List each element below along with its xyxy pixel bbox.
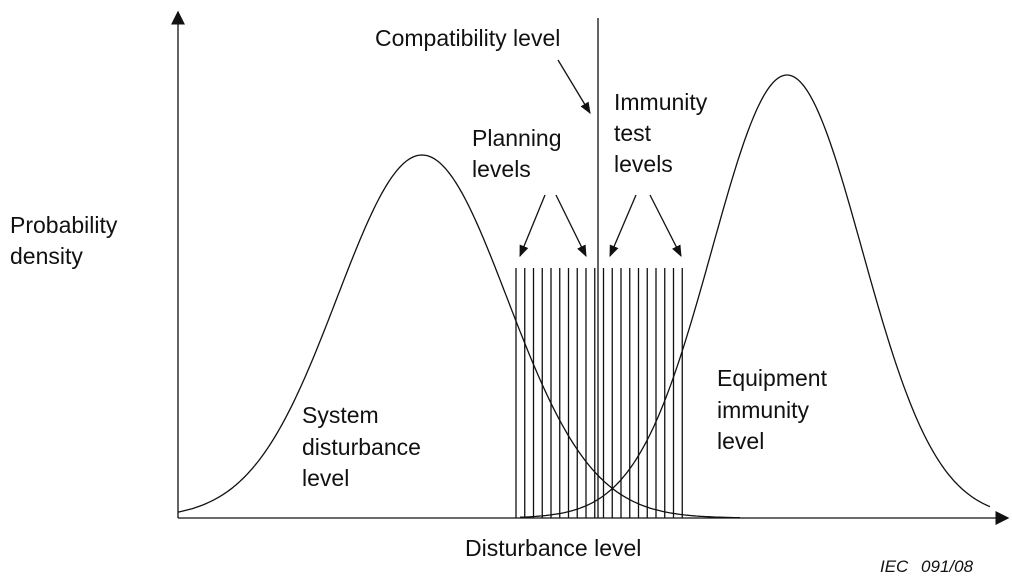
arrow <box>519 194 546 258</box>
planning-label: Planning levels <box>472 125 568 182</box>
figure-id: IEC 091/08 <box>880 557 974 576</box>
y-axis-label: Probability density <box>10 212 124 269</box>
x-axis-label: Disturbance level <box>465 535 641 561</box>
equipment-label: Equipment immunity level <box>717 365 833 454</box>
arrow <box>555 194 587 258</box>
arrow <box>609 194 637 258</box>
system-label: System disturbance level <box>302 402 427 491</box>
arrow <box>649 194 682 258</box>
arrow <box>557 59 591 115</box>
immunity-test-label: Immunity test levels <box>614 89 714 177</box>
equipment-curve <box>519 74 991 518</box>
compatibility-label: Compatibility level <box>375 25 560 51</box>
system-curve <box>177 154 741 519</box>
hatch-lines <box>515 268 683 518</box>
